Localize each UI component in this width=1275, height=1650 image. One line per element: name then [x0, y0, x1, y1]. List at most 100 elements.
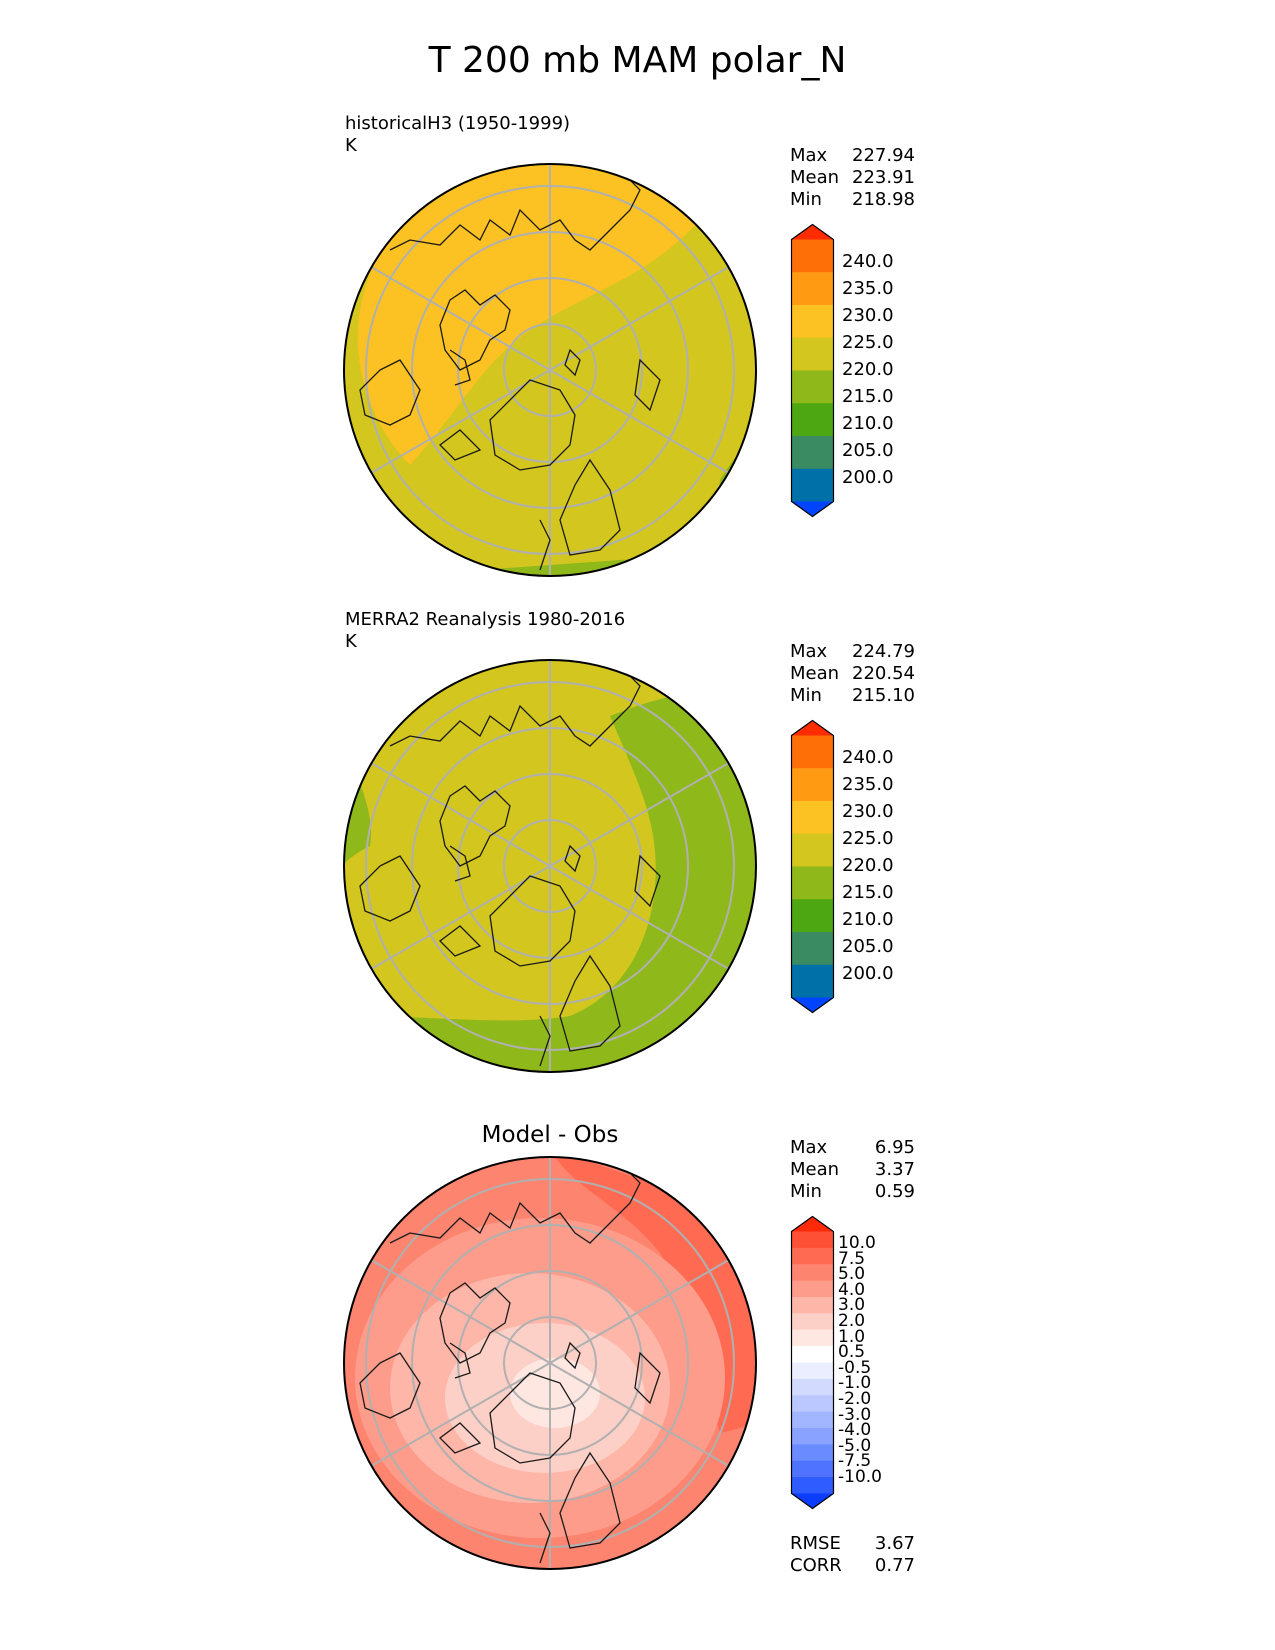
colorbar-obs-tick: 235.0 [842, 774, 894, 795]
colorbar-segment [791, 1346, 834, 1363]
stats-diff-min: 0.59 [874, 1181, 915, 1202]
colorbar-segment [791, 1411, 834, 1429]
colorbar-extend-min [791, 1493, 834, 1509]
colorbar-model-tick: 200.0 [842, 467, 894, 488]
colorbar-segment [791, 1362, 834, 1380]
colorbar-segment [791, 403, 834, 437]
colorbar-segment [791, 1378, 834, 1396]
colorbar-segment [791, 468, 834, 502]
map-obs-grid [344, 660, 756, 1072]
panel-model-title: historicalH3 (1950-1999) K [345, 113, 570, 157]
stats-obs-min-label: Min [790, 685, 822, 706]
colorbar-extend-max [791, 720, 834, 736]
colorbar-diff-tick: -5.0 [838, 1435, 872, 1456]
colorbar-model-tick: 205.0 [842, 440, 894, 461]
colorbar-outline [790, 1215, 835, 1510]
colorbar-segment [791, 1477, 834, 1494]
metrics-diff: RMSE 3.67 CORR 0.77 [790, 1533, 915, 1577]
colorbar-model-tick: 225.0 [842, 332, 894, 353]
map-model-boundary [343, 163, 757, 577]
colorbar-segment [791, 1297, 834, 1314]
stats-obs-min: 215.10 [852, 685, 915, 706]
colorbar-extend-min [791, 501, 834, 517]
map-diff-boundary [343, 1156, 757, 1570]
colorbar-model-tick: 220.0 [842, 359, 894, 380]
figure-title: T 200 mb MAM polar_N [428, 40, 847, 81]
colorbar-segment [791, 337, 834, 371]
colorbar-diff-tick: -2.0 [838, 1389, 872, 1409]
panel-model-units: K [345, 135, 357, 156]
colorbar-segment [791, 932, 834, 966]
colorbar-obs-tick: 210.0 [842, 909, 894, 930]
colorbar-segment [791, 1395, 834, 1413]
panel-obs-title: MERRA2 Reanalysis 1980-2016 K [345, 609, 625, 653]
map-diff [343, 1156, 757, 1570]
colorbar-obs-tick: 220.0 [842, 855, 894, 876]
stats-diff-min-label: Min [790, 1181, 822, 1202]
colorbar-segment [791, 899, 834, 933]
colorbar-diff-tick: 3.0 [838, 1295, 866, 1316]
panel-obs-name: MERRA2 Reanalysis 1980-2016 [345, 609, 626, 630]
colorbar-segment [791, 1329, 834, 1347]
stats-obs: Max 224.79 Mean 220.54 Min 215.10 [790, 641, 915, 707]
colorbar-segment [791, 1313, 834, 1331]
colorbar-extend-min [791, 997, 834, 1013]
panel-model-name: historicalH3 (1950-1999) [345, 113, 571, 134]
colorbar-diff-tick: 2.0 [838, 1311, 866, 1331]
colorbar-segment [791, 1428, 834, 1445]
colorbar-segment [791, 1280, 834, 1298]
colorbar-segment [791, 239, 834, 273]
metrics-rmse-label: RMSE [790, 1533, 841, 1554]
colorbar-diff-tick: 7.5 [838, 1248, 866, 1269]
colorbar-segment [791, 436, 834, 470]
stats-model-mean: 223.91 [852, 167, 915, 188]
stats-model-mean-label: Mean [790, 167, 840, 188]
map-obs-coastlines [359, 665, 661, 1067]
metrics-corr-label: CORR [790, 1555, 842, 1576]
colorbar-obs-tick: 225.0 [842, 828, 894, 849]
panel-diff-title: Model - Obs [481, 1122, 619, 1148]
map-model-grid [344, 164, 756, 576]
colorbar-diff-tick: 1.0 [838, 1326, 866, 1347]
colorbar-segment [791, 1247, 834, 1265]
colorbar-segment [791, 833, 834, 867]
stats-diff: Max 6.95 Mean 3.37 Min 0.59 [790, 1137, 915, 1203]
stats-obs-mean: 220.54 [852, 663, 915, 684]
colorbar-obs-tick: 230.0 [842, 801, 894, 822]
colorbar-diff-tick: -3.0 [838, 1404, 872, 1425]
colorbar-outline [790, 719, 835, 1014]
colorbar-model [790, 223, 835, 518]
colorbar-obs-tick: 200.0 [842, 963, 894, 984]
map-model-coastlines [359, 169, 661, 571]
colorbar-outline [790, 223, 835, 518]
map-diff-grid [344, 1157, 756, 1569]
colorbar-segment [791, 305, 834, 339]
colorbar-diff-tick: 4.0 [838, 1279, 866, 1300]
colorbar-segment [791, 735, 834, 769]
colorbar-diff [790, 1215, 835, 1510]
colorbar-diff-tick: 0.5 [838, 1342, 866, 1363]
map-obs [343, 659, 757, 1073]
colorbar-model-tick: 240.0 [842, 251, 894, 272]
map-obs-boundary [343, 659, 757, 1073]
metrics-corr: 0.77 [874, 1555, 915, 1576]
stats-obs-mean-label: Mean [790, 663, 840, 684]
colorbar-extend-max [791, 1216, 834, 1232]
colorbar-segment [791, 1460, 834, 1478]
field-obs-cool-band [344, 694, 756, 1072]
colorbar-obs [790, 719, 835, 1014]
colorbar-diff-tick: -1.0 [838, 1373, 872, 1394]
field-diff-level-0 [510, 1358, 600, 1428]
colorbar-diff-tick: -4.0 [838, 1420, 872, 1441]
map-diff-coastlines [359, 1162, 661, 1564]
colorbar-model-tick: 210.0 [842, 413, 894, 434]
stats-obs-max-label: Max [790, 641, 828, 662]
stats-obs-max: 224.79 [852, 641, 915, 662]
field-obs-cool-band-2 [344, 746, 371, 876]
stats-model: Max 227.94 Mean 223.91 Min 218.98 [790, 145, 915, 211]
stats-diff-max-label: Max [790, 1137, 828, 1158]
colorbar-diff-tick: 5.0 [838, 1264, 866, 1285]
colorbar-diff-tick: -7.5 [838, 1451, 872, 1472]
colorbar-diff-tick: -10.0 [838, 1467, 882, 1487]
metrics-rmse: 3.67 [874, 1533, 915, 1554]
